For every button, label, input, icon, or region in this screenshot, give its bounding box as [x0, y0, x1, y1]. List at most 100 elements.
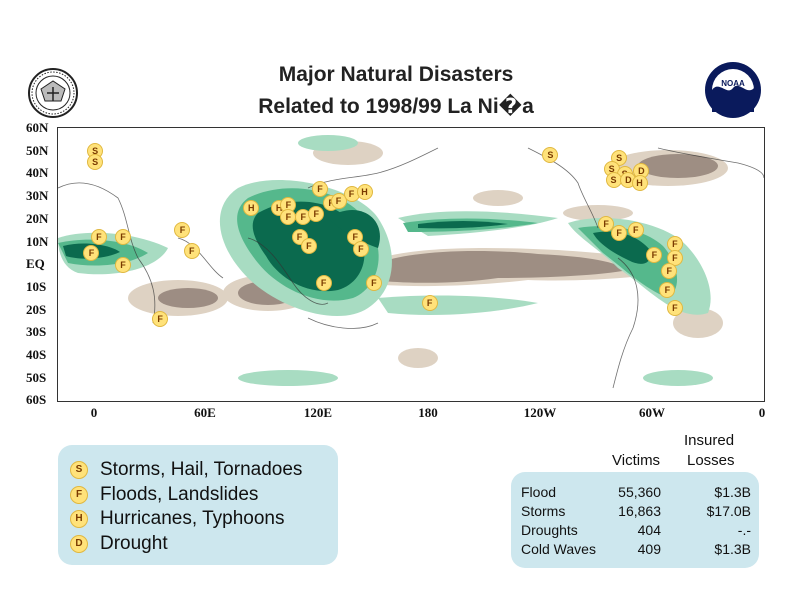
- flood-marker: F: [83, 245, 100, 262]
- legend-item: H Hurricanes, Typhoons: [70, 507, 284, 531]
- hurricane-symbol-icon: H: [70, 510, 88, 528]
- lat-label: 30S: [26, 324, 47, 339]
- row-losses: $17.0B: [706, 503, 751, 519]
- legend-item: F Floods, Landslides: [70, 483, 258, 507]
- table-row: Cold Waves 409 $1.3B: [521, 541, 753, 560]
- lat-label: 40S: [26, 347, 47, 362]
- lat-label: 40N: [26, 165, 49, 180]
- row-victims: 409: [637, 541, 661, 557]
- lon-label: 0: [90, 405, 98, 420]
- wet-core: [593, 231, 651, 264]
- flood-marker: F: [646, 247, 663, 264]
- storm-marker: S: [87, 154, 104, 171]
- dry-core: [158, 288, 218, 308]
- row-victims: 404: [637, 522, 661, 538]
- dry-region: [673, 308, 723, 338]
- lon-label: 60W: [639, 405, 665, 420]
- storm-marker: S: [605, 172, 622, 189]
- map-title-line2: Related to 1998/99 La Ni�a: [258, 95, 534, 118]
- wet-region: [643, 370, 713, 386]
- table-row: Storms 16,863 $17.0B: [521, 503, 753, 522]
- wet-region: [298, 135, 358, 151]
- lat-label: 60N: [26, 120, 49, 135]
- row-losses: $1.3B: [714, 484, 751, 500]
- flood-marker: F: [421, 295, 438, 312]
- legend-label: Hurricanes, Typhoons: [100, 508, 285, 529]
- flood-symbol-icon: F: [70, 486, 88, 504]
- row-label: Droughts: [521, 522, 578, 538]
- flood-marker: F: [659, 281, 676, 298]
- map-title-line1: Major Natural Disasters: [278, 63, 514, 86]
- wet-region: [238, 370, 338, 386]
- losses-header: Losses: [687, 452, 735, 469]
- lat-label: 60S: [26, 392, 47, 407]
- flood-marker: F: [365, 274, 382, 291]
- lat-label: 50S: [26, 370, 47, 385]
- flood-marker: F: [308, 206, 325, 223]
- wet-core: [418, 221, 508, 229]
- row-victims: 55,360: [618, 484, 661, 500]
- flood-marker: F: [611, 224, 628, 241]
- flood-marker: F: [90, 229, 107, 246]
- lat-label: 10N: [26, 234, 49, 249]
- coastline-africa: [58, 182, 156, 324]
- legend-item: S Storms, Hail, Tornadoes: [70, 458, 302, 482]
- flood-marker: F: [280, 208, 297, 225]
- disaster-stats-table: Flood 55,360 $1.3B Storms 16,863 $17.0B …: [511, 472, 759, 568]
- flood-marker: F: [183, 242, 200, 259]
- noaa-logo: NOAA: [703, 60, 763, 120]
- coastline-australia: [307, 317, 379, 329]
- wet-region: [378, 295, 538, 315]
- table-row: Flood 55,360 $1.3B: [521, 484, 753, 503]
- table-row: Droughts 404 -.-: [521, 522, 753, 541]
- row-label: Flood: [521, 484, 557, 500]
- lon-label: 120W: [523, 405, 557, 420]
- flood-marker: F: [666, 236, 683, 253]
- precipitation-anomaly-map: [57, 127, 765, 402]
- row-losses: -.-: [737, 522, 751, 538]
- flood-marker: F: [152, 311, 169, 328]
- coastline-north-asia: [307, 147, 439, 189]
- flood-marker: F: [311, 181, 328, 198]
- lat-label: 30N: [26, 188, 49, 203]
- legend-box: S Storms, Hail, Tornadoes F Floods, Land…: [58, 445, 338, 565]
- coastlines: [58, 147, 764, 389]
- dry-region: [473, 190, 523, 206]
- row-label: Cold Waves: [521, 541, 596, 557]
- flood-marker: F: [315, 274, 332, 291]
- storm-marker: S: [542, 147, 559, 164]
- lon-label: 0: [758, 405, 766, 420]
- flood-marker: F: [115, 229, 132, 246]
- legend-label: Storms, Hail, Tornadoes: [100, 459, 303, 480]
- flood-marker: F: [115, 256, 132, 273]
- drought-symbol-icon: D: [70, 535, 88, 553]
- flood-marker: F: [174, 222, 191, 239]
- lat-label: 20S: [26, 302, 47, 317]
- storm-symbol-icon: S: [70, 461, 88, 479]
- legend-label: Floods, Landslides: [100, 484, 259, 505]
- row-victims: 16,863: [618, 503, 661, 519]
- commerce-seal-logo: [27, 67, 79, 119]
- wet-core: [328, 209, 380, 248]
- lon-label: 120E: [303, 405, 333, 420]
- victims-header: Victims: [612, 452, 661, 469]
- lon-label: 60E: [194, 405, 216, 420]
- coastline-arabia: [177, 237, 224, 279]
- insured-header: Insured: [684, 432, 735, 449]
- flood-marker: F: [598, 215, 615, 232]
- dry-region: [563, 205, 633, 221]
- coastline-north-atlantic: [657, 147, 764, 179]
- dry-region: [398, 348, 438, 368]
- hurricane-marker: H: [631, 174, 648, 191]
- lat-label: EQ: [26, 256, 45, 271]
- flood-marker: F: [666, 299, 683, 316]
- lat-label: 10S: [26, 279, 47, 294]
- dry-core: [638, 154, 718, 178]
- svg-text:NOAA: NOAA: [721, 79, 745, 88]
- lat-label: 50N: [26, 143, 49, 158]
- flood-marker: F: [627, 222, 644, 239]
- flood-marker: F: [330, 192, 347, 209]
- flood-marker: F: [300, 238, 317, 255]
- row-label: Storms: [521, 503, 566, 519]
- lon-label: 180: [418, 405, 438, 420]
